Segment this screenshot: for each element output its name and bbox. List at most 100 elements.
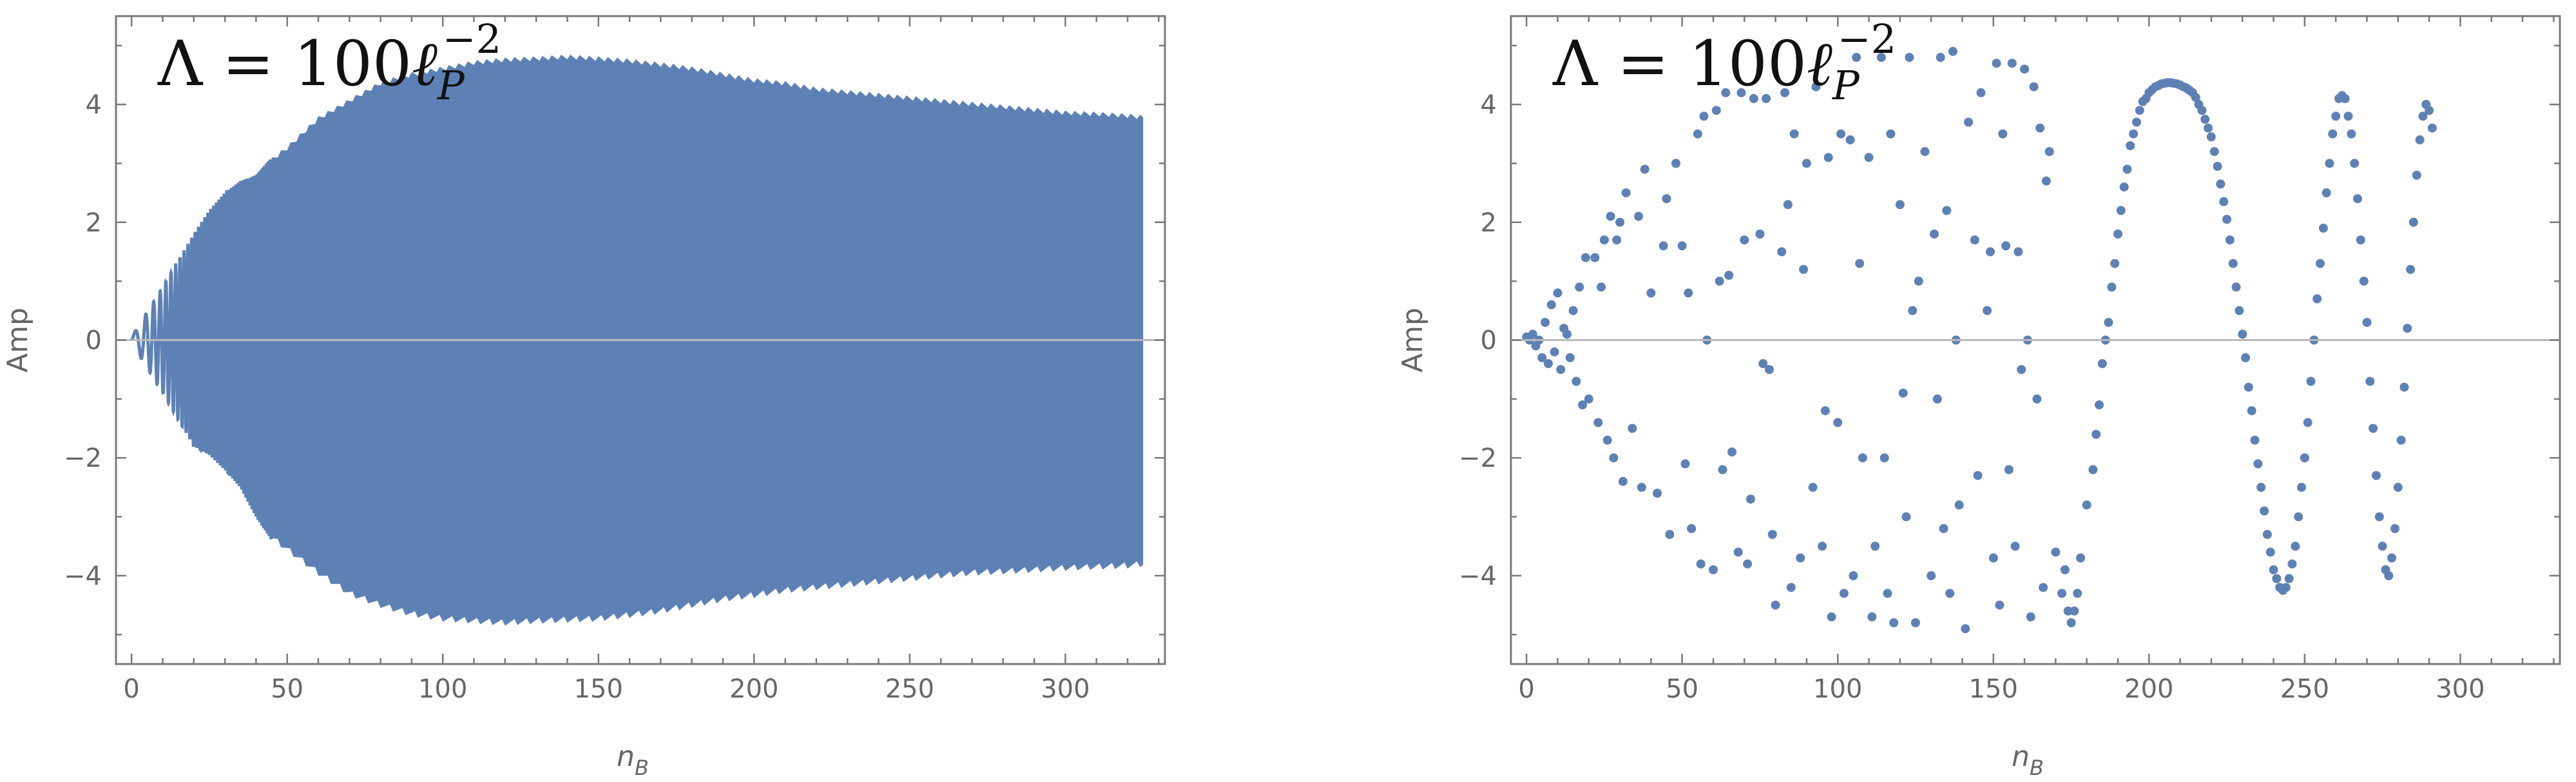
data-point xyxy=(1961,624,1970,634)
data-point xyxy=(1883,589,1892,598)
x-tick-label: 50 xyxy=(1666,674,1698,704)
data-point xyxy=(1553,288,1562,298)
data-point xyxy=(2129,129,2139,139)
data-point xyxy=(1833,418,1843,427)
y-tick-label: 2 xyxy=(1481,208,1497,238)
data-point xyxy=(1602,435,1612,445)
y-tick-label: −2 xyxy=(1459,444,1497,473)
data-point xyxy=(2206,132,2216,142)
data-point xyxy=(1658,241,1668,251)
data-point xyxy=(1581,253,1590,262)
data-point xyxy=(1799,264,1809,274)
data-point xyxy=(1724,271,1734,280)
data-point xyxy=(1562,329,1572,339)
data-point xyxy=(1634,211,1644,221)
data-point xyxy=(2041,176,2051,186)
data-point xyxy=(1895,200,1905,210)
data-point xyxy=(2200,114,2210,124)
data-point xyxy=(2113,230,2122,239)
data-point xyxy=(1836,129,1846,139)
x-tick-label: 300 xyxy=(1041,674,1090,704)
data-point xyxy=(2095,400,2104,409)
x-tick-label: 100 xyxy=(1813,674,1862,704)
data-point xyxy=(2116,206,2126,215)
data-point xyxy=(1932,394,1942,404)
data-point xyxy=(1578,400,1588,409)
data-point xyxy=(1911,618,1920,627)
data-point xyxy=(1886,129,1896,139)
data-point xyxy=(2378,542,2387,551)
data-point xyxy=(2014,247,2023,257)
data-point xyxy=(2091,429,2101,439)
data-point xyxy=(1640,164,1649,174)
data-point xyxy=(2119,182,2129,191)
lambda-annotation: Λ = 100ℓP−2 xyxy=(1552,15,1896,109)
x-axis-label: nB xyxy=(617,740,649,780)
data-point xyxy=(1590,253,1600,262)
data-point xyxy=(1572,376,1581,386)
data-point xyxy=(1870,542,1880,551)
amplitude-waveform xyxy=(130,159,273,540)
data-point xyxy=(1653,489,1662,498)
data-point xyxy=(1584,394,1593,404)
data-point xyxy=(2291,542,2300,551)
data-point xyxy=(2228,259,2238,268)
data-point xyxy=(2209,147,2219,157)
data-point xyxy=(1954,500,1964,510)
data-point xyxy=(1820,406,1830,416)
data-point xyxy=(1786,583,1796,592)
data-point xyxy=(1783,200,1793,210)
data-point xyxy=(1628,424,1637,433)
x-tick-label: 0 xyxy=(1518,674,1534,704)
data-point xyxy=(2316,259,2325,268)
x-tick-label: 150 xyxy=(1969,674,2018,704)
data-point xyxy=(1758,359,1768,368)
data-point xyxy=(1818,542,1827,551)
data-point xyxy=(1942,206,1952,215)
data-point xyxy=(2219,197,2229,206)
data-point xyxy=(1811,82,1821,92)
data-point xyxy=(1976,88,1986,97)
data-point xyxy=(2281,583,2291,592)
data-point xyxy=(1599,235,1609,245)
data-point xyxy=(2132,117,2141,127)
data-point xyxy=(1762,93,1771,103)
data-point xyxy=(2328,129,2338,139)
data-point xyxy=(1898,388,1908,398)
data-point xyxy=(2265,547,2275,557)
annotation-ell: ℓ xyxy=(1807,28,1832,100)
data-point xyxy=(2035,123,2045,133)
data-point xyxy=(1845,135,1855,144)
data-point xyxy=(1612,235,1622,245)
data-point xyxy=(1983,306,1992,315)
data-point xyxy=(2238,329,2247,339)
data-point xyxy=(2104,318,2113,327)
x-tick-label: 50 xyxy=(271,674,303,704)
data-point xyxy=(1998,129,2008,139)
data-point xyxy=(1823,153,1833,162)
data-point xyxy=(1930,230,1939,239)
annotation-lhs: Λ = 100 xyxy=(157,28,412,100)
data-point xyxy=(2097,359,2107,368)
x-tick-label: 100 xyxy=(418,674,467,704)
data-point xyxy=(1618,476,1628,486)
data-point xyxy=(2312,294,2322,304)
data-point xyxy=(2399,382,2409,392)
annotation-subscript: P xyxy=(1832,62,1860,109)
data-point xyxy=(1945,589,1955,598)
data-point xyxy=(1541,318,1550,327)
data-point xyxy=(1765,365,1774,375)
data-point xyxy=(1736,88,1746,97)
data-point xyxy=(2427,123,2437,133)
data-point xyxy=(2374,512,2384,522)
data-point xyxy=(1550,347,1559,357)
data-point xyxy=(2369,424,2378,433)
data-point xyxy=(2297,482,2306,492)
data-point xyxy=(1544,359,1553,368)
data-point xyxy=(2063,606,2073,616)
data-point xyxy=(2306,376,2316,386)
data-point xyxy=(2235,306,2244,315)
data-point xyxy=(2244,382,2253,392)
data-point xyxy=(2007,59,2017,68)
data-point xyxy=(2350,159,2360,168)
